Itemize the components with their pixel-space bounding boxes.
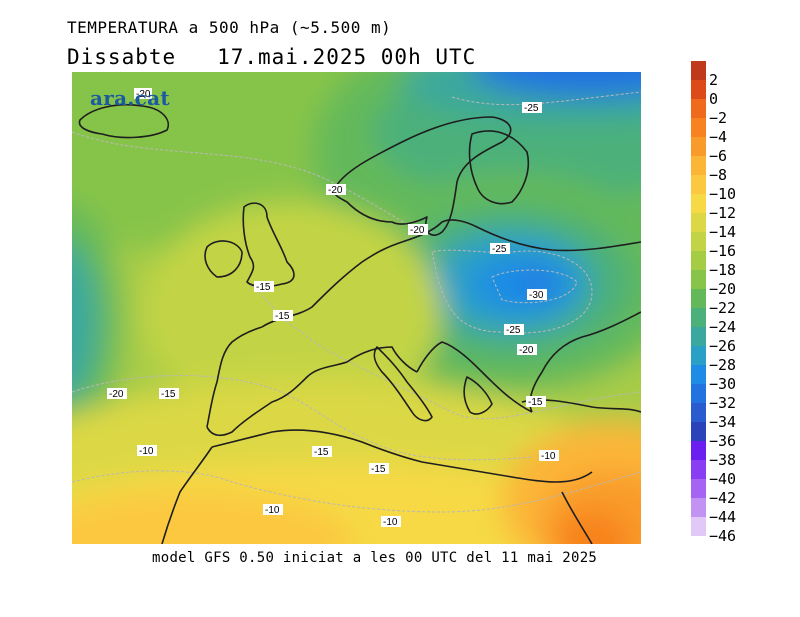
svg-text:-25: -25 [524,103,539,114]
svg-text:-10: -10 [139,446,154,457]
scale-swatch [691,80,706,99]
scale-swatch [691,498,706,517]
scale-label: −4 [709,128,728,146]
scale-swatch [691,422,706,441]
scale-swatch [691,61,706,80]
contour-label: -25 [490,243,510,255]
scale-swatch [691,327,706,346]
scale-swatch [691,403,706,422]
svg-text:-20: -20 [109,389,124,400]
model-info-footer: model GFS 0.50 iniciat a les 00 UTC del … [152,550,598,566]
scale-label: −12 [709,204,737,222]
scale-label: −34 [709,413,737,431]
svg-text:-10: -10 [383,517,398,528]
color-scale-legend: 2 0 −2 −4 −6 −8 −10 −12 −14 −16 −18 −20 −22 −24 −26 −28… [691,61,800,556]
contour-label: -25 [504,324,524,336]
scale-label: 0 [709,90,719,108]
coastlines [78,103,641,544]
scale-label: −28 [709,356,737,374]
contour-label: -15 [273,310,293,322]
map-subtitle-date: Dissabte 17.mai.2025 00h UTC [67,45,477,69]
svg-text:-15: -15 [161,389,176,400]
scale-label: −44 [709,508,737,526]
scale-swatch [691,213,706,232]
contour-label: -20 [326,184,346,196]
contour-label: -20 [134,88,152,100]
contour-labels: -20 -25 -20 -20 -25 -15 -15 -30 -25 -20 … [107,88,559,528]
scale-label: −36 [709,432,737,450]
contour-label: -15 [526,396,546,408]
svg-text:-25: -25 [492,244,507,255]
contour-label: -20 [517,344,537,356]
scale-label: −10 [709,185,737,203]
scale-swatch [691,460,706,479]
scale-label: −6 [709,147,728,165]
scale-swatch [691,156,706,175]
scale-swatch [691,517,706,536]
scale-swatch [691,308,706,327]
scale-label: −30 [709,375,737,393]
svg-text:-20: -20 [519,345,534,356]
contour-label: -10 [539,450,559,462]
scale-label: −40 [709,470,737,488]
svg-text:-20: -20 [328,185,343,196]
scale-swatch [691,441,706,460]
svg-text:-30: -30 [529,290,544,301]
contour-label: -20 [408,224,428,236]
contour-label: -10 [381,516,401,528]
ara-cat-logo: ara.cat [90,86,170,110]
scale-swatch [691,384,706,403]
scale-swatch [691,270,706,289]
scale-label: −42 [709,489,737,507]
scale-label: −2 [709,109,728,127]
scale-swatch [691,175,706,194]
contour-label: -10 [263,504,283,516]
contour-label: -15 [254,281,274,293]
contour-label: -30 [527,289,547,301]
scale-label: −8 [709,166,728,184]
scale-swatch [691,232,706,251]
scale-swatch [691,99,706,118]
contour-label: -15 [312,446,332,458]
svg-text:-15: -15 [314,447,329,458]
svg-text:-15: -15 [256,282,271,293]
scale-swatch [691,365,706,384]
contour-label: -15 [159,388,179,400]
scale-label: −24 [709,318,737,336]
scale-label: −32 [709,394,737,412]
scale-label: −46 [709,527,737,545]
scale-label: −22 [709,299,737,317]
svg-text:-10: -10 [541,451,556,462]
scale-swatch [691,137,706,156]
scale-swatch [691,346,706,365]
svg-text:-15: -15 [371,464,386,475]
temperature-field [72,72,641,544]
map-canvas: -20 -25 -20 -20 -25 -15 -15 -30 -25 -20 … [72,72,641,544]
contour-label: -20 [107,388,127,400]
scale-swatch [691,118,706,137]
scale-label: −16 [709,242,737,260]
svg-text:-10: -10 [265,505,280,516]
svg-text:-15: -15 [275,311,290,322]
scale-swatch [691,251,706,270]
svg-text:-20: -20 [410,225,425,236]
scale-swatch [691,289,706,308]
scale-label: −18 [709,261,737,279]
svg-text:-20: -20 [136,89,151,100]
svg-text:-15: -15 [528,397,543,408]
scale-label: −38 [709,451,737,469]
scale-swatch [691,194,706,213]
scale-label: 2 [709,71,719,89]
scale-label: −14 [709,223,737,241]
contour-label: -25 [522,102,542,114]
scale-label: −26 [709,337,737,355]
contour-label: -10 [137,445,157,457]
svg-text:-25: -25 [506,325,521,336]
temperature-map: -20 -25 -20 -20 -25 -15 -15 -30 -25 -20 … [72,72,641,544]
scale-swatch [691,479,706,498]
scale-label: −20 [709,280,737,298]
map-title: TEMPERATURA a 500 hPa (~5.500 m) [67,18,392,37]
contour-label: -15 [369,463,389,475]
